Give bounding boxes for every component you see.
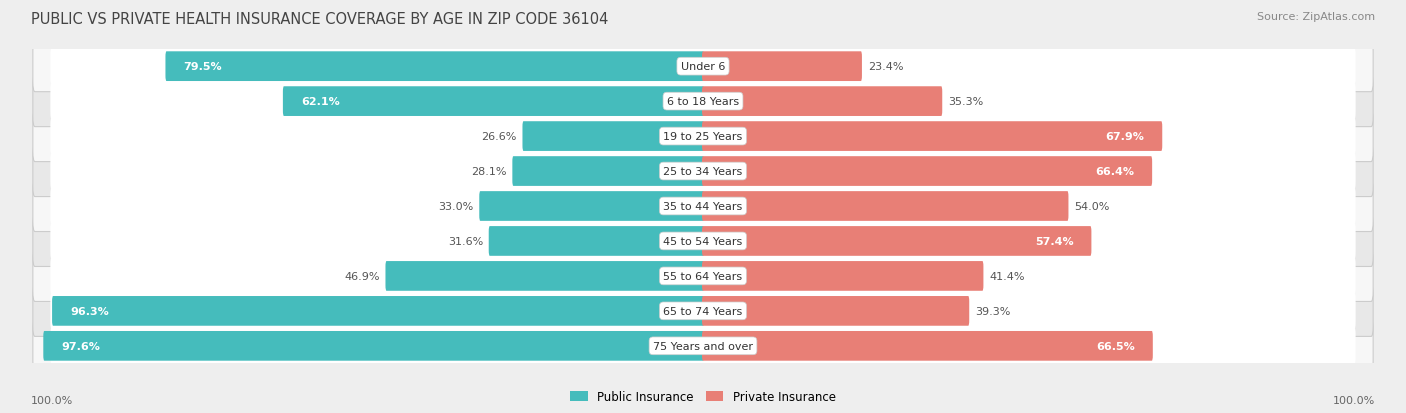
Text: 39.3%: 39.3% <box>974 306 1011 316</box>
FancyBboxPatch shape <box>32 146 1374 197</box>
FancyBboxPatch shape <box>702 261 983 291</box>
Text: Under 6: Under 6 <box>681 62 725 72</box>
Text: 100.0%: 100.0% <box>1333 395 1375 405</box>
FancyBboxPatch shape <box>32 181 1374 232</box>
Text: 65 to 74 Years: 65 to 74 Years <box>664 306 742 316</box>
Text: 96.3%: 96.3% <box>70 306 108 316</box>
FancyBboxPatch shape <box>52 296 704 326</box>
FancyBboxPatch shape <box>702 122 1163 152</box>
FancyBboxPatch shape <box>283 87 704 117</box>
Text: 41.4%: 41.4% <box>990 271 1025 281</box>
Text: Source: ZipAtlas.com: Source: ZipAtlas.com <box>1257 12 1375 22</box>
FancyBboxPatch shape <box>44 331 704 361</box>
FancyBboxPatch shape <box>702 331 1153 361</box>
FancyBboxPatch shape <box>51 119 1355 155</box>
FancyBboxPatch shape <box>51 223 1355 260</box>
Text: 66.4%: 66.4% <box>1095 166 1135 177</box>
Text: 75 Years and over: 75 Years and over <box>652 341 754 351</box>
Text: 57.4%: 57.4% <box>1035 236 1074 247</box>
Text: 35.3%: 35.3% <box>948 97 983 107</box>
FancyBboxPatch shape <box>702 296 969 326</box>
Text: 19 to 25 Years: 19 to 25 Years <box>664 132 742 142</box>
FancyBboxPatch shape <box>51 49 1355 85</box>
Text: 28.1%: 28.1% <box>471 166 506 177</box>
Text: 54.0%: 54.0% <box>1074 202 1109 211</box>
Text: 45 to 54 Years: 45 to 54 Years <box>664 236 742 247</box>
FancyBboxPatch shape <box>51 293 1355 330</box>
FancyBboxPatch shape <box>32 251 1374 302</box>
FancyBboxPatch shape <box>479 192 704 221</box>
FancyBboxPatch shape <box>32 286 1374 337</box>
FancyBboxPatch shape <box>523 122 704 152</box>
Text: 66.5%: 66.5% <box>1097 341 1135 351</box>
Text: 35 to 44 Years: 35 to 44 Years <box>664 202 742 211</box>
Text: 62.1%: 62.1% <box>301 97 339 107</box>
Text: 79.5%: 79.5% <box>183 62 222 72</box>
FancyBboxPatch shape <box>51 188 1355 225</box>
FancyBboxPatch shape <box>32 42 1374 93</box>
Text: 26.6%: 26.6% <box>481 132 517 142</box>
FancyBboxPatch shape <box>166 52 704 82</box>
FancyBboxPatch shape <box>51 328 1355 364</box>
Text: 55 to 64 Years: 55 to 64 Years <box>664 271 742 281</box>
Text: 100.0%: 100.0% <box>31 395 73 405</box>
FancyBboxPatch shape <box>32 216 1374 267</box>
Text: 31.6%: 31.6% <box>447 236 484 247</box>
Text: 67.9%: 67.9% <box>1105 132 1144 142</box>
FancyBboxPatch shape <box>702 227 1091 256</box>
Text: 46.9%: 46.9% <box>344 271 380 281</box>
Text: 97.6%: 97.6% <box>62 341 100 351</box>
FancyBboxPatch shape <box>32 111 1374 162</box>
Text: PUBLIC VS PRIVATE HEALTH INSURANCE COVERAGE BY AGE IN ZIP CODE 36104: PUBLIC VS PRIVATE HEALTH INSURANCE COVER… <box>31 12 609 27</box>
Text: 6 to 18 Years: 6 to 18 Years <box>666 97 740 107</box>
FancyBboxPatch shape <box>385 261 704 291</box>
Text: 23.4%: 23.4% <box>868 62 903 72</box>
FancyBboxPatch shape <box>51 153 1355 190</box>
FancyBboxPatch shape <box>51 83 1355 120</box>
Text: 33.0%: 33.0% <box>439 202 474 211</box>
FancyBboxPatch shape <box>702 87 942 117</box>
FancyBboxPatch shape <box>32 76 1374 127</box>
FancyBboxPatch shape <box>512 157 704 186</box>
FancyBboxPatch shape <box>702 192 1069 221</box>
Text: 25 to 34 Years: 25 to 34 Years <box>664 166 742 177</box>
FancyBboxPatch shape <box>51 258 1355 294</box>
FancyBboxPatch shape <box>702 52 862 82</box>
FancyBboxPatch shape <box>702 157 1152 186</box>
Legend: Public Insurance, Private Insurance: Public Insurance, Private Insurance <box>565 385 841 408</box>
FancyBboxPatch shape <box>32 320 1374 371</box>
FancyBboxPatch shape <box>489 227 704 256</box>
